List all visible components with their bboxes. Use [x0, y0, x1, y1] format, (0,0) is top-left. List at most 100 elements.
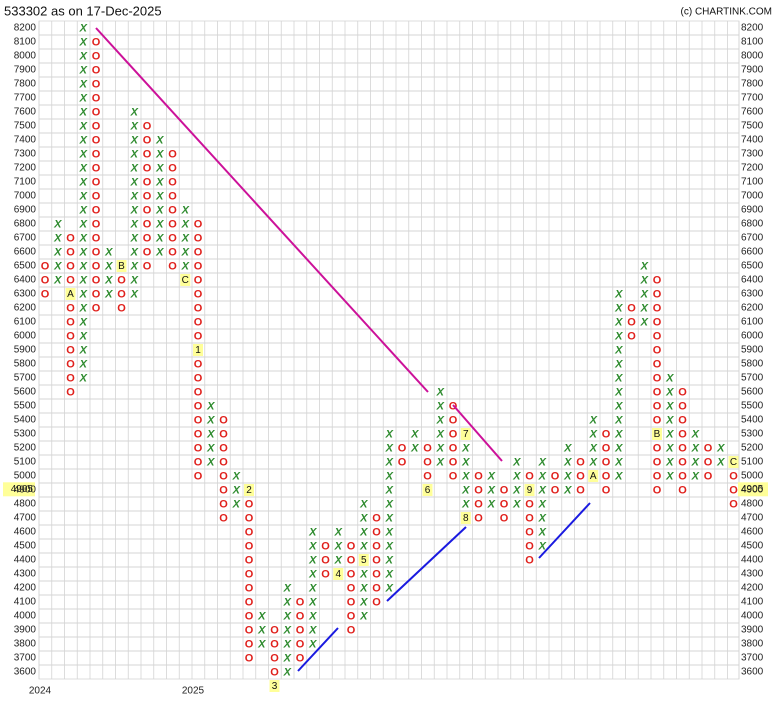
x-box: X — [487, 470, 496, 482]
month-marker: B — [654, 429, 661, 440]
y-tick-label: 3700 — [741, 653, 764, 664]
o-box: O — [143, 176, 152, 188]
grid-cell-row — [38, 104, 740, 120]
x-box: X — [79, 358, 88, 370]
x-box: X — [614, 386, 623, 398]
x-box: X — [614, 414, 623, 426]
x-tick-label: 2024 — [29, 686, 52, 697]
x-box: X — [614, 316, 623, 328]
x-box: X — [155, 246, 164, 258]
grid-cell-row — [38, 34, 740, 50]
o-box: O — [474, 512, 483, 524]
y-tick-label: 4500 — [14, 541, 37, 552]
o-box: O — [92, 36, 101, 48]
x-box: X — [79, 344, 88, 356]
o-box: O — [653, 344, 662, 356]
o-box: O — [168, 246, 177, 258]
y-tick-label: 8100 — [14, 37, 37, 48]
y-tick-label: 5000 — [14, 471, 37, 482]
o-box: O — [372, 596, 381, 608]
x-box: X — [181, 260, 190, 272]
y-tick-label: 3700 — [14, 653, 37, 664]
x-box: X — [487, 484, 496, 496]
month-marker-bg — [728, 456, 739, 468]
x-box: X — [716, 456, 725, 468]
x-box: X — [308, 526, 317, 538]
x-box: X — [589, 456, 598, 468]
o-box: O — [143, 218, 152, 230]
x-box: X — [130, 162, 139, 174]
o-box: O — [245, 526, 254, 538]
x-box: X — [334, 554, 343, 566]
o-box: O — [321, 554, 330, 566]
x-box: X — [181, 246, 190, 258]
x-box: X — [308, 596, 317, 608]
x-box: X — [53, 260, 62, 272]
month-marker: C — [182, 275, 189, 286]
x-box: X — [359, 568, 368, 580]
o-box: O — [92, 148, 101, 160]
y-tick-label: 6800 — [741, 219, 764, 230]
x-box: X — [563, 442, 572, 454]
x-box: X — [79, 50, 88, 62]
y-tick-label: 7700 — [14, 93, 37, 104]
y-tick-label: 8200 — [741, 23, 764, 34]
o-box: O — [602, 456, 611, 468]
o-box: O — [627, 316, 636, 328]
o-box: O — [194, 470, 203, 482]
y-tick-label: 5000 — [741, 471, 764, 482]
o-box: O — [347, 596, 356, 608]
o-box: O — [168, 190, 177, 202]
o-box: O — [92, 190, 101, 202]
x-box: X — [130, 274, 139, 286]
grid-cell-row — [38, 20, 740, 36]
x-box: X — [385, 582, 394, 594]
o-box: O — [678, 442, 687, 454]
month-marker: 4 — [335, 569, 341, 580]
x-box: X — [614, 358, 623, 370]
o-box: O — [551, 470, 560, 482]
x-box: X — [206, 414, 215, 426]
o-box: O — [143, 148, 152, 160]
o-box: O — [66, 274, 75, 286]
y-tick-label: 7800 — [14, 79, 37, 90]
o-box: O — [678, 386, 687, 398]
o-box: O — [678, 484, 687, 496]
o-box: O — [143, 134, 152, 146]
x-box: X — [283, 652, 292, 664]
x-box: X — [79, 330, 88, 342]
x-box: X — [512, 484, 521, 496]
o-box: O — [168, 218, 177, 230]
x-box: X — [385, 428, 394, 440]
trend-line — [95, 27, 429, 393]
y-tick-label: 7200 — [14, 163, 37, 174]
o-box: O — [168, 162, 177, 174]
x-box: X — [665, 456, 674, 468]
y-tick-label: 6800 — [14, 219, 37, 230]
y-tick-label: 7100 — [14, 177, 37, 188]
o-box: O — [41, 260, 50, 272]
o-box: O — [423, 470, 432, 482]
x-box: X — [79, 372, 88, 384]
x-box: X — [257, 624, 266, 636]
o-box: O — [347, 568, 356, 580]
x-box: X — [232, 470, 241, 482]
o-box: O — [194, 372, 203, 384]
o-box: O — [143, 162, 152, 174]
o-box: O — [296, 610, 305, 622]
x-box: X — [283, 582, 292, 594]
x-box: X — [589, 442, 598, 454]
o-box: O — [92, 134, 101, 146]
y-tick-label: 6600 — [741, 247, 764, 258]
x-box: X — [130, 190, 139, 202]
x-box: X — [359, 540, 368, 552]
y-tick-label: 5200 — [741, 443, 764, 454]
grid-cell-row — [38, 608, 740, 624]
o-box: O — [92, 204, 101, 216]
o-box: O — [398, 456, 407, 468]
x-box: X — [461, 456, 470, 468]
x-box: X — [79, 190, 88, 202]
x-box: X — [614, 288, 623, 300]
x-box: X — [691, 470, 700, 482]
